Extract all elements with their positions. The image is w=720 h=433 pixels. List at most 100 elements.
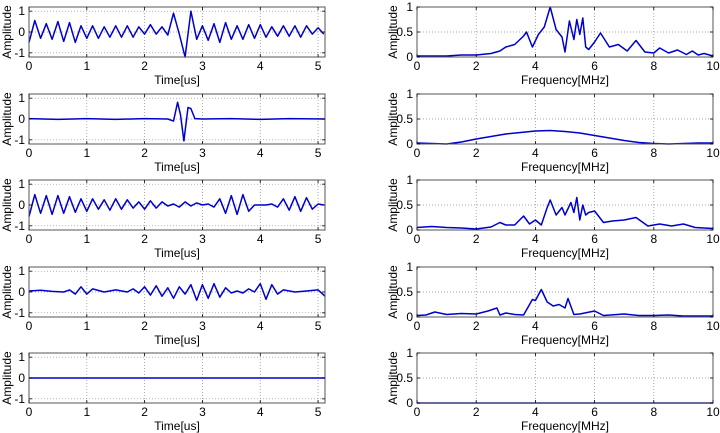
x-axis-label: Frequency[MHz]	[521, 333, 609, 347]
x-tick-label: 10	[706, 232, 720, 246]
x-tick-label: 4	[532, 146, 539, 160]
x-tick-label: 0	[26, 319, 33, 333]
y-axis-label: Amplitude	[386, 5, 400, 59]
x-tick-label: 2	[473, 59, 480, 73]
y-tick-label: 0.5	[396, 371, 413, 385]
x-tick-label: 6	[591, 405, 598, 419]
x-tick-label: 5	[315, 319, 322, 333]
panel-freq-2: 0 2 4 6 8 10 0 0.5 1 Frequency[MHz] Amplitude	[386, 87, 720, 174]
y-tick-label: -1	[14, 46, 25, 60]
y-tick-label: 1	[18, 264, 25, 278]
panel-freq-5: 0 2 4 6 8 10 0 0.5 1 Frequency[MHz] Amplitude	[386, 346, 720, 433]
y-tick-label: 1	[406, 87, 413, 101]
x-tick-label: 10	[706, 405, 720, 419]
x-tick-label: 0	[414, 319, 421, 333]
x-axis-label: Frequency[MHz]	[521, 419, 609, 433]
y-tick-label: 1	[406, 346, 413, 360]
x-tick-label: 3	[199, 232, 206, 246]
x-tick-label: 4	[257, 146, 264, 160]
x-tick-label: 4	[532, 232, 539, 246]
x-tick-label: 0	[414, 232, 421, 246]
y-axis-label: Amplitude	[0, 178, 14, 232]
x-tick-label: 2	[473, 405, 480, 419]
x-tick-label: 0	[26, 405, 33, 419]
x-tick-label: 2	[141, 319, 148, 333]
x-tick-label: 6	[591, 59, 598, 73]
y-axis-label: Amplitude	[0, 265, 14, 319]
y-tick-label: 0.5	[396, 112, 413, 126]
data-series	[416, 288, 713, 317]
y-tick-label: 0	[18, 25, 25, 39]
x-tick-label: 1	[83, 59, 90, 73]
y-axis-label: Amplitude	[386, 178, 400, 232]
y-tick-label: -1	[14, 392, 25, 406]
y-tick-label: 0.5	[396, 198, 413, 212]
x-tick-label: 5	[315, 405, 322, 419]
x-tick-label: 5	[315, 146, 322, 160]
x-tick-label: 5	[315, 232, 322, 246]
data-series	[28, 282, 326, 302]
x-axis-label: Frequency[MHz]	[521, 160, 609, 174]
x-axis-label: Time[us]	[154, 246, 200, 260]
x-tick-label: 4	[257, 59, 264, 73]
data-series	[417, 6, 714, 57]
x-tick-label: 1	[83, 146, 90, 160]
x-tick-label: 10	[706, 319, 720, 333]
y-tick-label: -1	[14, 219, 25, 233]
x-tick-label: 1	[83, 319, 90, 333]
y-tick-label: 0	[18, 371, 25, 385]
x-tick-label: 5	[315, 59, 322, 73]
y-tick-label: 0	[406, 396, 413, 410]
y-axis-label: Amplitude	[386, 92, 400, 146]
x-tick-label: 10	[706, 146, 720, 160]
x-axis-label: Time[us]	[154, 419, 200, 433]
y-tick-label: 1	[18, 177, 25, 191]
x-tick-label: 4	[532, 405, 539, 419]
x-tick-label: 2	[473, 232, 480, 246]
y-tick-label: -1	[14, 306, 25, 320]
x-tick-label: 8	[650, 405, 657, 419]
x-axis-label: Time[us]	[154, 160, 200, 174]
x-tick-label: 1	[83, 405, 90, 419]
x-tick-label: 4	[257, 319, 264, 333]
x-tick-label: 8	[650, 319, 657, 333]
x-tick-label: 0	[26, 146, 33, 160]
x-tick-label: 4	[257, 232, 264, 246]
x-tick-label: 1	[83, 232, 90, 246]
x-tick-label: 3	[199, 319, 206, 333]
y-axis-label: Amplitude	[0, 92, 14, 146]
data-series	[416, 196, 714, 230]
y-tick-label: 0	[18, 285, 25, 299]
y-tick-label: 1	[18, 4, 25, 18]
x-tick-label: 8	[650, 232, 657, 246]
x-tick-label: 10	[706, 59, 720, 73]
y-axis-label: Amplitude	[386, 265, 400, 319]
x-tick-label: 8	[650, 146, 657, 160]
y-tick-label: 0.5	[396, 285, 413, 299]
x-tick-label: 3	[199, 405, 206, 419]
x-axis-label: Frequency[MHz]	[521, 73, 609, 87]
x-tick-label: 3	[199, 59, 206, 73]
x-tick-label: 6	[591, 232, 598, 246]
x-tick-label: 0	[414, 405, 421, 419]
data-series	[28, 101, 326, 142]
x-tick-label: 2	[141, 146, 148, 160]
y-tick-label: 0	[406, 137, 413, 151]
y-tick-label: -1	[14, 133, 25, 147]
x-tick-label: 4	[532, 59, 539, 73]
panel-freq-1: 0 2 4 6 8 10 0 0.5 1 Frequency[MHz] Amplitude	[386, 0, 720, 87]
x-tick-label: 2	[473, 319, 480, 333]
panel-freq-4: 0 2 4 6 8 10 0 0.5 1 Frequency[MHz] Amplitude	[386, 260, 720, 347]
x-tick-label: 0	[414, 59, 421, 73]
y-tick-label: 1	[406, 173, 413, 187]
data-series	[28, 10, 325, 58]
data-series	[28, 193, 324, 217]
x-tick-label: 0	[414, 146, 421, 160]
x-tick-label: 3	[199, 146, 206, 160]
y-tick-label: 0	[406, 310, 413, 324]
x-axis-label: Time[us]	[154, 333, 200, 347]
x-tick-label: 0	[26, 59, 33, 73]
